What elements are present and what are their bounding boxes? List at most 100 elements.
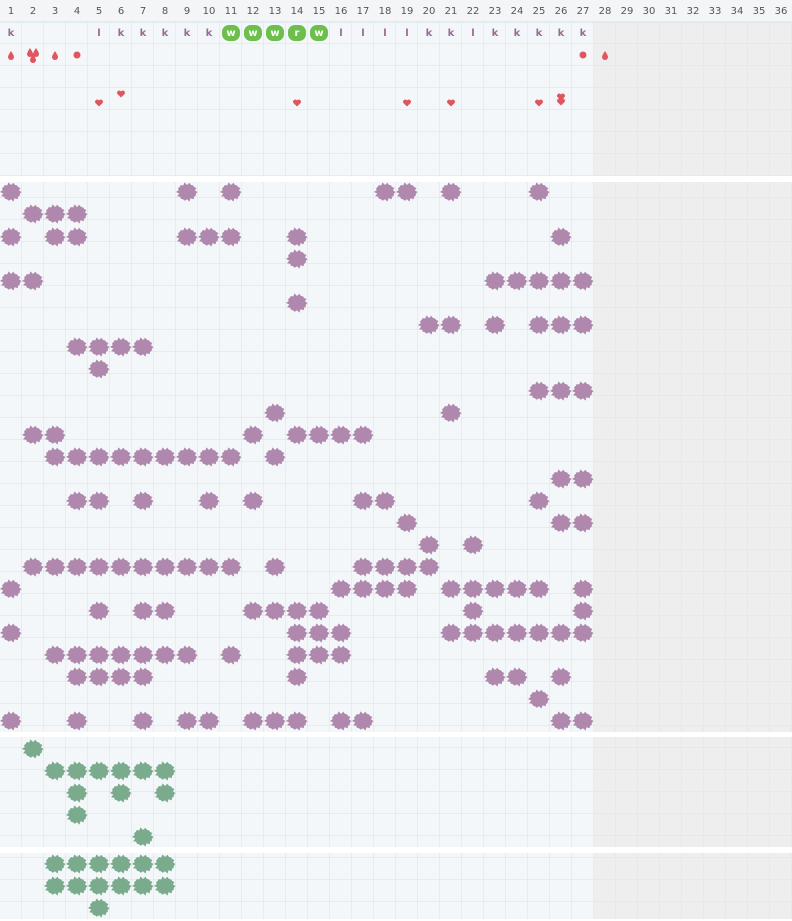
task-block[interactable] [0, 227, 22, 247]
task-block[interactable] [131, 645, 154, 665]
column-number[interactable]: 13 [269, 6, 282, 17]
task-block[interactable] [373, 579, 396, 599]
task-block[interactable] [417, 557, 440, 577]
column-number[interactable]: 24 [511, 6, 524, 17]
column-number[interactable]: 1 [8, 6, 14, 17]
task-block[interactable] [439, 579, 462, 599]
column-number[interactable]: 12 [247, 6, 260, 17]
task-block[interactable] [219, 227, 242, 247]
column-number[interactable]: 2 [30, 6, 36, 17]
task-block[interactable] [43, 876, 66, 896]
task-block[interactable] [285, 645, 308, 665]
task-block[interactable] [131, 854, 154, 874]
task-block[interactable] [219, 557, 242, 577]
task-block[interactable] [43, 854, 66, 874]
column-number[interactable]: 3 [52, 6, 58, 17]
column-number[interactable]: 27 [577, 6, 590, 17]
task-block[interactable] [131, 667, 154, 687]
task-block[interactable] [175, 447, 198, 467]
task-block[interactable] [219, 447, 242, 467]
task-block[interactable] [87, 898, 110, 918]
task-block[interactable] [219, 645, 242, 665]
task-block[interactable] [131, 557, 154, 577]
task-block[interactable] [285, 227, 308, 247]
task-block[interactable] [43, 557, 66, 577]
task-block[interactable] [439, 403, 462, 423]
task-block[interactable] [373, 182, 396, 202]
task-block[interactable] [307, 645, 330, 665]
task-block[interactable] [87, 337, 110, 357]
task-block[interactable] [241, 601, 264, 621]
task-block[interactable] [549, 271, 572, 291]
task-block[interactable] [483, 579, 506, 599]
task-block[interactable] [153, 854, 176, 874]
column-number[interactable]: 14 [291, 6, 304, 17]
task-block[interactable] [285, 293, 308, 313]
column-number[interactable]: 32 [687, 6, 700, 17]
task-block[interactable] [571, 711, 594, 731]
task-block[interactable] [263, 711, 286, 731]
task-block[interactable] [395, 513, 418, 533]
task-block[interactable] [87, 491, 110, 511]
task-block[interactable] [527, 315, 550, 335]
task-block[interactable] [241, 491, 264, 511]
task-block[interactable] [549, 315, 572, 335]
task-block[interactable] [307, 601, 330, 621]
column-number[interactable]: 25 [533, 6, 546, 17]
task-block[interactable] [175, 711, 198, 731]
task-block[interactable] [373, 491, 396, 511]
task-block[interactable] [109, 645, 132, 665]
task-block[interactable] [65, 711, 88, 731]
task-block[interactable] [461, 623, 484, 643]
task-block[interactable] [109, 337, 132, 357]
task-block[interactable] [175, 182, 198, 202]
task-block[interactable] [0, 711, 22, 731]
task-block[interactable] [263, 557, 286, 577]
column-number[interactable]: 18 [379, 6, 392, 17]
task-block[interactable] [571, 469, 594, 489]
task-block[interactable] [351, 425, 374, 445]
task-block[interactable] [527, 579, 550, 599]
task-block[interactable] [417, 535, 440, 555]
task-block[interactable] [21, 271, 44, 291]
task-block[interactable] [153, 557, 176, 577]
task-block[interactable] [263, 601, 286, 621]
task-block[interactable] [109, 447, 132, 467]
task-block[interactable] [87, 601, 110, 621]
task-block[interactable] [527, 689, 550, 709]
task-block[interactable] [527, 271, 550, 291]
column-number[interactable]: 17 [357, 6, 370, 17]
task-block[interactable] [285, 425, 308, 445]
column-number[interactable]: 10 [203, 6, 216, 17]
task-block[interactable] [153, 761, 176, 781]
task-block[interactable] [109, 876, 132, 896]
task-block[interactable] [527, 491, 550, 511]
task-block[interactable] [153, 645, 176, 665]
task-block[interactable] [153, 601, 176, 621]
task-block[interactable] [21, 557, 44, 577]
column-number[interactable]: 28 [599, 6, 612, 17]
task-block[interactable] [263, 403, 286, 423]
task-block[interactable] [351, 711, 374, 731]
task-block[interactable] [505, 579, 528, 599]
task-block[interactable] [153, 783, 176, 803]
column-number[interactable]: 19 [401, 6, 414, 17]
task-block[interactable] [43, 447, 66, 467]
task-block[interactable] [65, 854, 88, 874]
task-block[interactable] [0, 271, 22, 291]
column-number[interactable]: 35 [753, 6, 766, 17]
task-block[interactable] [505, 271, 528, 291]
task-block[interactable] [285, 249, 308, 269]
task-block[interactable] [0, 623, 22, 643]
task-block[interactable] [307, 623, 330, 643]
task-block[interactable] [65, 805, 88, 825]
task-block[interactable] [21, 739, 44, 759]
task-block[interactable] [109, 854, 132, 874]
column-number[interactable]: 23 [489, 6, 502, 17]
task-block[interactable] [175, 227, 198, 247]
column-number[interactable]: 21 [445, 6, 458, 17]
task-block[interactable] [65, 204, 88, 224]
task-block[interactable] [131, 447, 154, 467]
task-block[interactable] [483, 667, 506, 687]
task-block[interactable] [505, 623, 528, 643]
